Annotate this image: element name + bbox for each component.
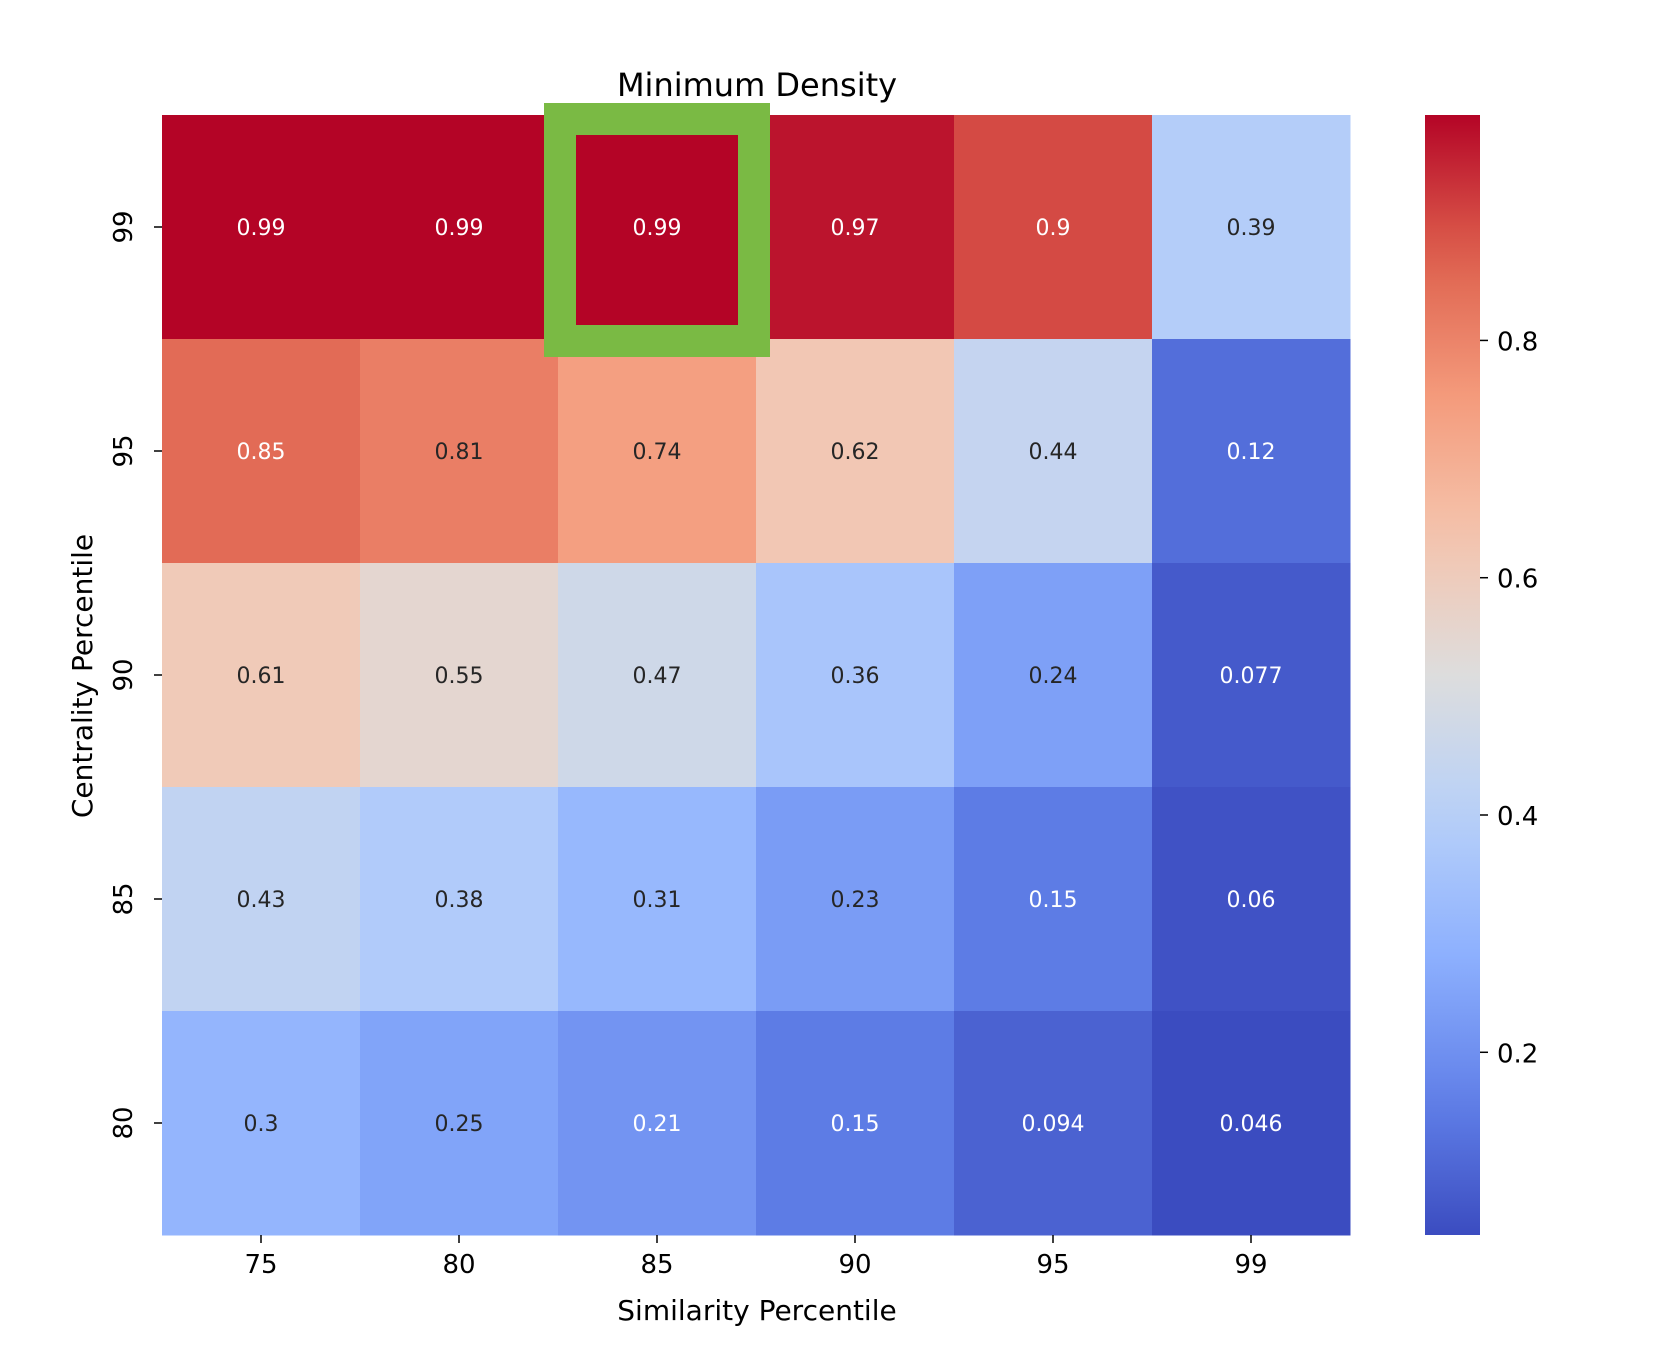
y-tick-label: 99 [109,210,139,243]
y-tick-label: 85 [109,882,139,915]
heatmap-cell [360,787,559,1012]
heatmap-cells: 0.99 0.99 0.99 0.97 0.9 0.39 0.85 0.81 0.74 0.62 0… [162,115,1351,1236]
heatmap-cell [558,1011,757,1236]
heatmap-cell [756,115,955,340]
highlight-box [544,103,770,357]
cell-value-label: 0.31 [633,888,682,913]
cell-value-label: 0.046 [1220,1112,1283,1137]
heatmap-cell [558,115,757,340]
cell-value-label: 0.55 [435,664,484,689]
heatmap-cell [162,787,361,1012]
x-tick-label: 80 [442,1250,475,1280]
cell-value-label: 0.61 [237,664,286,689]
heatmap-cell [1152,1011,1351,1236]
cell-value-label: 0.21 [633,1112,682,1137]
heatmap-cell [360,563,559,788]
x-tick-label: 99 [1234,1250,1267,1280]
colorbar [1425,115,1480,1235]
heatmap-cell [954,1011,1153,1236]
cell-value-label: 0.39 [1227,216,1276,241]
cell-value-label: 0.24 [1029,664,1078,689]
heatmap-cell [162,115,361,340]
heatmap-cell [756,787,955,1012]
x-tick-label: 85 [640,1250,673,1280]
cell-value-label: 0.9 [1036,216,1071,241]
heatmap-cell [558,339,757,564]
x-tick-label: 95 [1036,1250,1069,1280]
cell-value-label: 0.12 [1227,440,1276,465]
colorbar-tick-label: 0.8 [1497,327,1538,357]
heatmap-cell [360,115,559,340]
cell-value-label: 0.74 [633,440,682,465]
cell-value-label: 0.62 [831,440,880,465]
x-tick-label: 90 [838,1250,871,1280]
cell-value-label: 0.06 [1227,888,1276,913]
heatmap-cell [954,339,1153,564]
cell-value-label: 0.15 [831,1112,880,1137]
heatmap-cell [558,563,757,788]
heatmap-cell [162,339,361,564]
cell-value-label: 0.85 [237,440,286,465]
x-axis-title: Similarity Percentile [617,1294,896,1327]
heatmap-cell [360,339,559,564]
cell-value-label: 0.81 [435,440,484,465]
colorbar-tick-label: 0.2 [1497,1039,1538,1069]
y-tick-label: 80 [109,1106,139,1139]
heatmap-cell [954,787,1153,1012]
cell-value-label: 0.3 [244,1112,279,1137]
heatmap-cell [1152,787,1351,1012]
heatmap-cell [162,1011,361,1236]
y-tick-label: 95 [109,434,139,467]
y-axis-title: Centrality Percentile [66,534,99,818]
x-tick-label: 75 [244,1250,277,1280]
cell-value-label: 0.15 [1029,888,1078,913]
heatmap-cell [954,115,1153,340]
cell-value-label: 0.077 [1220,664,1283,689]
heatmap-cell [162,563,361,788]
heatmap-cell [1152,339,1351,564]
heatmap-cell [756,339,955,564]
colorbar-tick-label: 0.4 [1497,802,1538,832]
heatmap-cell [756,1011,955,1236]
heatmap-cell [756,563,955,788]
heatmap-cell [1152,563,1351,788]
cell-value-label: 0.44 [1029,440,1078,465]
heatmap-cell [1152,115,1351,340]
colorbar-ticks: 0.2 0.4 0.6 0.8 [1480,327,1538,1069]
cell-value-label: 0.094 [1022,1112,1085,1137]
cell-value-label: 0.97 [831,216,880,241]
chart-title: Minimum Density [617,66,897,104]
heatmap-cell [360,1011,559,1236]
heatmap-cell [954,563,1153,788]
x-axis-ticks: 75 80 85 90 95 99 [244,1235,1268,1280]
cell-value-label: 0.47 [633,664,682,689]
cell-value-label: 0.38 [435,888,484,913]
cell-value-label: 0.25 [435,1112,484,1137]
cell-value-label: 0.99 [237,216,286,241]
cell-value-label: 0.43 [237,888,286,913]
colorbar-tick-label: 0.6 [1497,565,1538,595]
y-axis-ticks: 99 95 90 85 80 [109,210,162,1140]
cell-value-label: 0.99 [435,216,484,241]
heatmap-cell [558,787,757,1012]
cell-value-label: 0.36 [831,664,880,689]
cell-value-label: 0.99 [633,216,682,241]
y-tick-label: 90 [109,658,139,691]
cell-value-label: 0.23 [831,888,880,913]
